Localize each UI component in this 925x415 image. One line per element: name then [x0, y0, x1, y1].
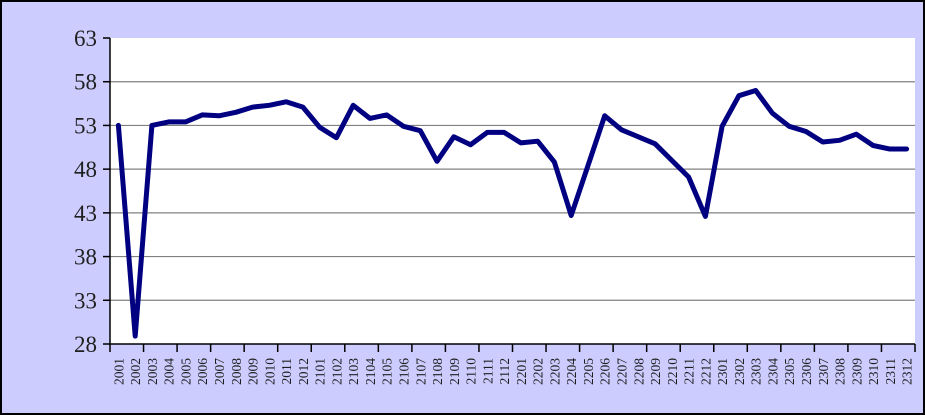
x-tick-label: 2109 — [447, 358, 462, 385]
x-tick-label: 2302 — [732, 358, 747, 385]
x-tick-label: 2308 — [833, 358, 848, 385]
y-tick-label: 58 — [74, 70, 97, 95]
x-tick-label: 2008 — [229, 358, 244, 385]
x-tick-label: 2110 — [464, 358, 479, 385]
x-tick-label: 2205 — [581, 358, 596, 385]
y-tick-label: 63 — [74, 26, 97, 51]
x-tick-label: 2310 — [866, 358, 881, 385]
x-tick-label: 2104 — [363, 358, 378, 385]
x-tick-label: 2102 — [329, 358, 344, 385]
x-tick-label: 2208 — [631, 358, 646, 385]
x-tick-label: 2311 — [883, 358, 898, 385]
x-tick-label: 2212 — [698, 358, 713, 385]
x-tick-label: 2203 — [547, 358, 562, 385]
x-tick-label: 2112 — [497, 358, 512, 385]
x-tick-label: 2009 — [246, 358, 261, 385]
y-tick-label: 48 — [74, 157, 97, 182]
x-tick-label: 2303 — [749, 358, 764, 385]
x-tick-label: 2108 — [430, 358, 445, 385]
x-tick-label: 2204 — [564, 358, 579, 385]
x-tick-label: 2210 — [665, 358, 680, 385]
x-tick-label: 2001 — [111, 358, 126, 385]
x-tick-label: 2206 — [598, 358, 613, 385]
x-tick-label: 2106 — [396, 358, 411, 385]
x-tick-label: 2007 — [212, 358, 227, 385]
y-tick-label: 38 — [74, 245, 97, 270]
x-tick-label: 2209 — [648, 358, 663, 385]
x-tick-label: 2005 — [178, 358, 193, 385]
x-tick-label: 2107 — [413, 358, 428, 385]
x-tick-label: 2003 — [145, 358, 160, 385]
x-tick-label: 2207 — [615, 358, 630, 385]
x-tick-label: 2011 — [279, 358, 294, 385]
x-tick-label: 2002 — [128, 358, 143, 385]
x-tick-label: 2105 — [380, 358, 395, 385]
x-tick-label: 2202 — [531, 358, 546, 385]
x-tick-label: 2304 — [765, 358, 780, 385]
x-tick-label: 2201 — [514, 358, 529, 385]
x-tick-label: 2004 — [162, 358, 177, 385]
x-tick-label: 2211 — [682, 358, 697, 385]
y-tick-label: 33 — [74, 288, 97, 313]
x-tick-label: 2103 — [346, 358, 361, 385]
x-tick-label: 2006 — [195, 358, 210, 385]
x-tick-label: 2012 — [296, 358, 311, 385]
data-line — [115, 88, 910, 339]
plot-area — [110, 38, 915, 344]
y-tick-label: 43 — [74, 201, 97, 226]
x-tick-label: 2305 — [782, 358, 797, 385]
x-tick-label: 2306 — [799, 358, 814, 385]
x-tick-label: 2309 — [849, 358, 864, 385]
x-tick-label: 2307 — [816, 358, 831, 385]
x-tick-label: 2111 — [480, 358, 495, 384]
x-tick-label: 2101 — [313, 358, 328, 385]
x-tick-label: 2010 — [262, 358, 277, 385]
x-tick-label: 2301 — [715, 358, 730, 385]
y-tick-label: 53 — [74, 113, 97, 138]
y-tick-label: 28 — [74, 332, 97, 357]
x-tick-label: 2312 — [900, 358, 915, 385]
